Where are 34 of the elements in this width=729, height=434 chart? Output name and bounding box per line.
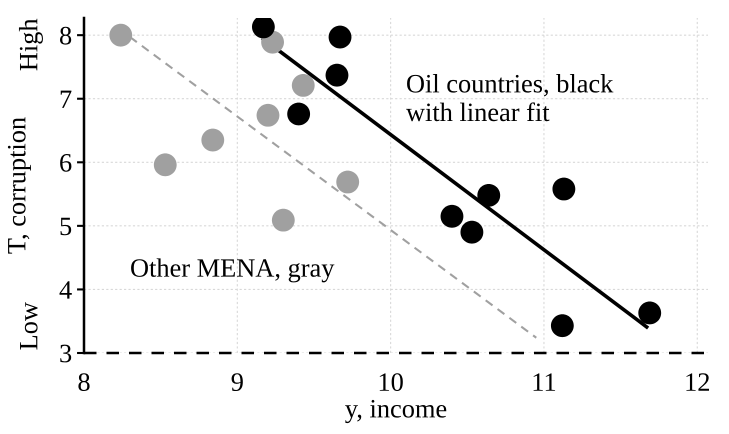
x-tick-label: 11 [534,373,556,391]
point [326,64,348,87]
point [336,170,360,194]
point [552,178,576,200]
point [328,26,352,48]
point [287,102,310,126]
annotation: Other MENA, gray [131,258,334,282]
point [638,302,662,324]
point [460,220,484,244]
y-tick-label: 7 [60,90,72,108]
text: Low [20,302,38,350]
y-axis-title: T, corruption [8,117,31,254]
x-axis-title: y, income [345,400,446,424]
point [201,128,224,152]
point [272,208,295,232]
annotation: Oil countries, black [407,74,614,96]
point [440,204,464,228]
point [109,24,132,47]
point [256,104,280,127]
point [292,74,315,97]
x-tick-label: 12 [686,373,710,391]
text: High [18,18,43,70]
annotation: with linear fit [406,102,550,122]
y-tick-label: 4 [60,281,72,299]
y-tick-label: 3 [60,344,72,362]
y-tick-label: 8 [60,26,72,45]
y-tick-label: 5 [60,218,72,236]
x-tick-label: 9 [232,373,243,392]
point [154,153,177,176]
y-tick-label: 6 [60,154,72,172]
point [477,184,500,207]
point [550,314,574,338]
x-tick-label: 10 [380,373,403,392]
x-tick-label: 8 [78,373,90,392]
